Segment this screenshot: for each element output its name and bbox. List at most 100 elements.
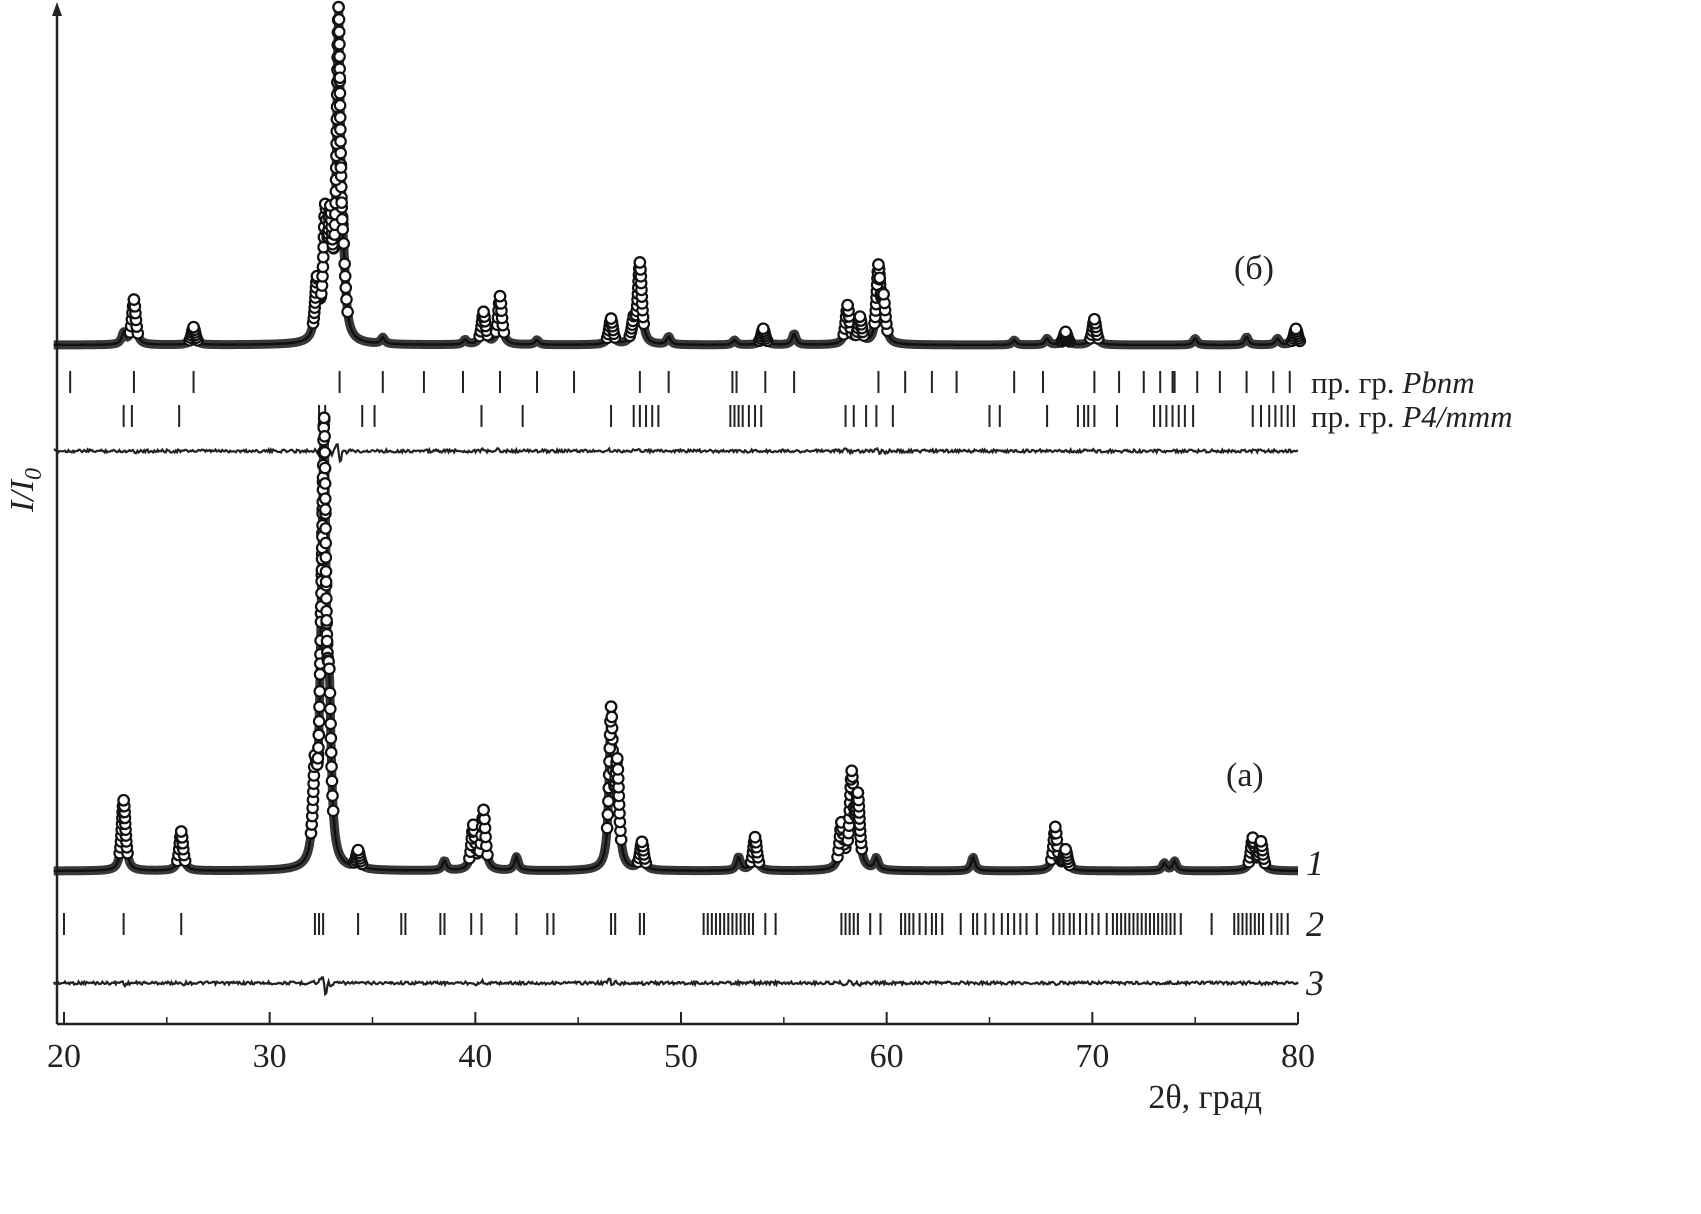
panel-label: (а) (1226, 757, 1264, 794)
observed-point (318, 492, 332, 505)
observed-point (477, 305, 490, 319)
observed-point (1049, 820, 1062, 834)
observed-point (312, 715, 326, 728)
observed-point (333, 71, 347, 85)
observed-point (853, 310, 867, 323)
observed-point (1289, 322, 1303, 336)
observed-point (341, 305, 354, 319)
observed-point (319, 503, 332, 516)
observed-point (117, 793, 130, 807)
observed-point (873, 271, 886, 285)
observed-point (323, 662, 336, 676)
observed-point (318, 461, 332, 475)
observed-points (123, 0, 1307, 348)
observed-point (319, 575, 333, 589)
panel-a: (а) 1 2 3 (50, 411, 1324, 1003)
observed-point (332, 13, 346, 26)
observed-point (311, 751, 325, 765)
observed-point (333, 86, 347, 100)
observed-point (312, 741, 325, 754)
observed-point (333, 50, 346, 63)
observed-profile-band (50, 413, 1302, 876)
observed-point (605, 710, 619, 724)
observed-point (339, 281, 353, 295)
observed-point (324, 731, 338, 745)
observed-point (313, 700, 326, 714)
y-axis-title-main: I/I (4, 478, 41, 513)
y-axis-title-subscript: 0 (21, 468, 47, 480)
observed-point (841, 298, 854, 312)
observed-point (326, 789, 339, 802)
reflection-ticks (122, 405, 1295, 427)
observed-point (325, 774, 339, 788)
observed-point (1254, 835, 1268, 848)
curve-number-label: 1 (1306, 843, 1324, 883)
observed-point (320, 592, 333, 605)
observed-point (319, 551, 333, 564)
phase-label: пр. гр. P4/mmm (1311, 399, 1513, 434)
observed-point (332, 0, 345, 14)
axes: 20 30 40 50 60 70 80 2θ, град I/I0 (4, 2, 1315, 1116)
observed-point (477, 803, 490, 817)
phase-label-name: Pbnm (1401, 365, 1474, 400)
observed-point (333, 37, 346, 51)
observed-point (335, 196, 348, 209)
observed-point (318, 446, 332, 459)
panel-label: (б) (1234, 250, 1274, 287)
observed-point (332, 25, 346, 39)
x-tick-label: 50 (664, 1038, 698, 1075)
observed-point (323, 686, 337, 700)
observed-point (493, 289, 507, 303)
observed-point (318, 477, 332, 490)
observed-point (318, 429, 331, 443)
observed-point (334, 161, 348, 174)
observed-point (319, 536, 333, 550)
observed-point (325, 760, 338, 773)
observed-point (187, 320, 200, 334)
observed-point (633, 256, 647, 269)
curve-number-label: 3 (1305, 963, 1324, 1003)
observed-point (324, 702, 337, 716)
observed-point (845, 764, 858, 778)
observed-point (336, 223, 350, 236)
observed-point (351, 843, 365, 857)
phase-label: пр. гр. Pbnm (1311, 365, 1475, 400)
observed-profile-band (50, 5, 1303, 350)
observed-point (335, 213, 349, 226)
x-tick-label: 30 (253, 1038, 287, 1075)
x-tick-label: 60 (870, 1038, 904, 1075)
observed-point (333, 99, 347, 112)
observed-point (317, 411, 331, 425)
x-tick-label: 40 (458, 1038, 492, 1075)
observed-point (324, 746, 338, 759)
observed-point (174, 825, 188, 838)
observed-point (333, 111, 347, 124)
x-tick-label: 20 (47, 1038, 81, 1075)
observed-point (127, 293, 141, 306)
observed-point (602, 794, 615, 808)
x-tick-label: 80 (1281, 1038, 1315, 1075)
reflection-ticks (63, 913, 1289, 935)
observed-point (337, 237, 351, 250)
calculated-profile-line (53, 417, 1299, 873)
reflection-ticks (69, 371, 1291, 393)
curve-number-label: 2 (1306, 904, 1324, 944)
difference-curve (53, 443, 1299, 464)
observed-point (319, 565, 333, 578)
observed-point (610, 752, 624, 765)
phase-label-prefix: пр. гр. (1311, 399, 1402, 434)
observed-point (1059, 325, 1072, 339)
difference-curve (52, 976, 1299, 997)
observed-point (320, 614, 333, 627)
observed-point (601, 808, 615, 821)
observed-point (334, 123, 347, 136)
observed-point (604, 312, 618, 325)
observed-point (338, 269, 352, 283)
phase-label-name: P4/mmm (1401, 399, 1512, 434)
y-axis-title: I/I0 (4, 468, 47, 513)
observed-point (1088, 312, 1101, 326)
observed-point (320, 634, 334, 648)
observed-point (604, 700, 618, 713)
